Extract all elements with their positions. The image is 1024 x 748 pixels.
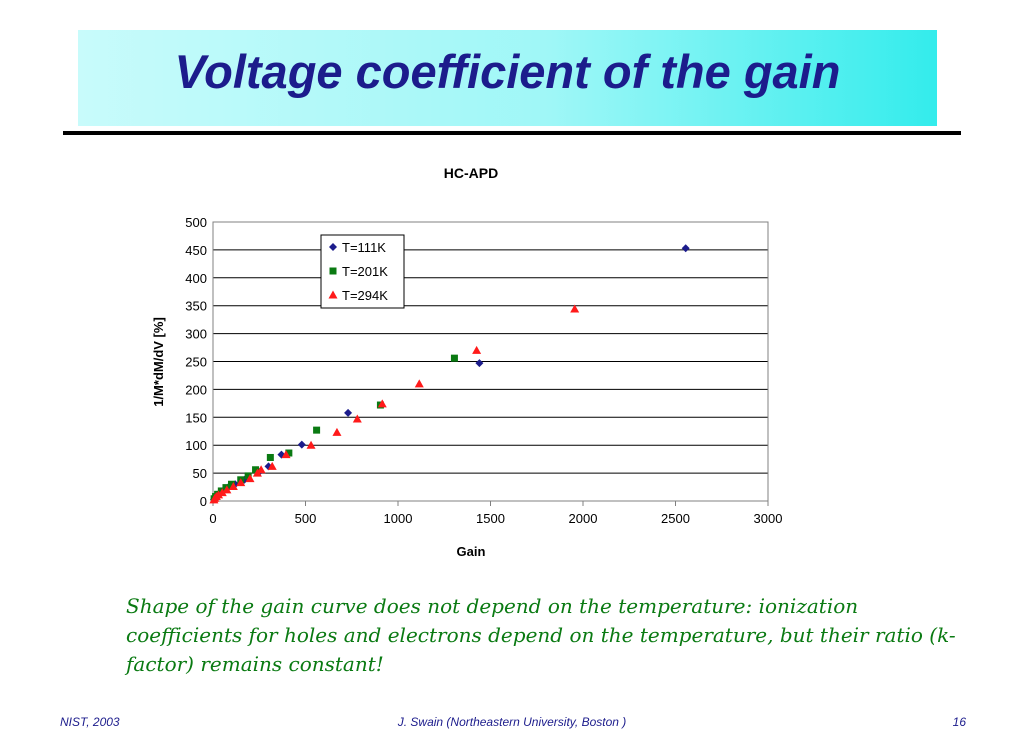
y-tick-label: 200 <box>185 382 207 397</box>
data-point <box>222 485 232 494</box>
title-banner: Voltage coefficient of the gain <box>78 30 937 126</box>
data-point <box>475 359 484 368</box>
data-point <box>450 354 458 362</box>
legend-label: T=201K <box>342 264 388 279</box>
data-point <box>313 426 321 434</box>
x-tick-label: 1000 <box>384 511 413 526</box>
data-point <box>414 379 424 388</box>
caption-text: Shape of the gain curve does not depend … <box>126 594 956 676</box>
data-point <box>377 399 387 408</box>
legend-marker <box>329 267 337 275</box>
y-tick-label: 450 <box>185 243 207 258</box>
data-point <box>344 408 353 417</box>
data-point <box>681 244 690 253</box>
legend-marker <box>329 243 337 251</box>
footer-left: NIST, 2003 <box>60 715 120 729</box>
legend-label: T=111K <box>342 240 386 255</box>
y-tick-label: 350 <box>185 299 207 314</box>
y-tick-label: 400 <box>185 271 207 286</box>
data-point <box>570 304 580 313</box>
legend-marker <box>328 290 338 299</box>
y-tick-label: 300 <box>185 327 207 342</box>
y-tick-label: 250 <box>185 355 207 370</box>
data-point <box>306 440 316 449</box>
scatter-chart: HC-APD 0 50 100 150 200 250 300 350 400 450 500 0 50… <box>151 165 782 559</box>
x-tick-label: 0 <box>209 511 216 526</box>
legend: T=111K T=201K T=294K <box>320 234 405 309</box>
footer-center: J. Swain (Northeastern University, Bosto… <box>397 715 627 729</box>
data-point <box>217 488 227 497</box>
legend-label: T=294K <box>342 288 388 303</box>
data-point <box>332 427 342 436</box>
data-point <box>267 461 277 470</box>
chart-title: HC-APD <box>444 165 498 181</box>
data-point <box>297 440 306 449</box>
data-point <box>285 449 293 457</box>
data-point <box>266 453 274 461</box>
x-tick-label: 1500 <box>476 511 505 526</box>
data-point <box>352 414 362 423</box>
data-point <box>252 466 260 474</box>
y-tick-label: 0 <box>200 494 207 509</box>
data-point <box>228 480 235 488</box>
y-tick-label: 50 <box>193 466 207 481</box>
y-axis-label: 1/M*dM/dV [%] <box>151 317 166 407</box>
x-tick-label: 2500 <box>661 511 690 526</box>
data-points <box>209 244 690 504</box>
title-underline <box>63 131 961 135</box>
data-point <box>228 481 238 490</box>
slide-title: Voltage coefficient of the gain <box>174 45 841 98</box>
data-point <box>281 450 291 459</box>
y-tick-label: 500 <box>185 215 207 230</box>
data-point <box>236 478 246 487</box>
footer-page-number: 16 <box>952 715 966 729</box>
y-tick-label: 100 <box>185 438 207 453</box>
x-tick-label: 500 <box>295 511 317 526</box>
x-tick-label: 3000 <box>754 511 783 526</box>
x-tick-label: 2000 <box>569 511 598 526</box>
data-point <box>214 490 224 499</box>
data-point <box>256 465 266 474</box>
data-point <box>245 474 255 483</box>
y-tick-label: 150 <box>185 410 207 425</box>
data-point <box>472 345 482 354</box>
data-point <box>244 472 252 480</box>
tick-labels: 0 50 100 150 200 250 300 350 400 450 500 0 500 1000 15… <box>185 215 782 526</box>
x-axis-label: Gain <box>457 544 486 559</box>
gridlines <box>213 249 768 474</box>
